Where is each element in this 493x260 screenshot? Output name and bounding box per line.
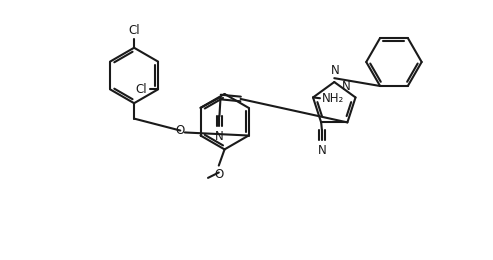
Text: O: O — [214, 168, 223, 181]
Text: N: N — [215, 130, 224, 143]
Text: NH₂: NH₂ — [322, 92, 345, 105]
Text: O: O — [176, 124, 185, 137]
Text: N: N — [341, 80, 350, 93]
Text: N: N — [317, 144, 326, 157]
Text: Cl: Cl — [136, 83, 147, 96]
Text: N: N — [331, 64, 339, 77]
Text: Cl: Cl — [128, 24, 140, 37]
